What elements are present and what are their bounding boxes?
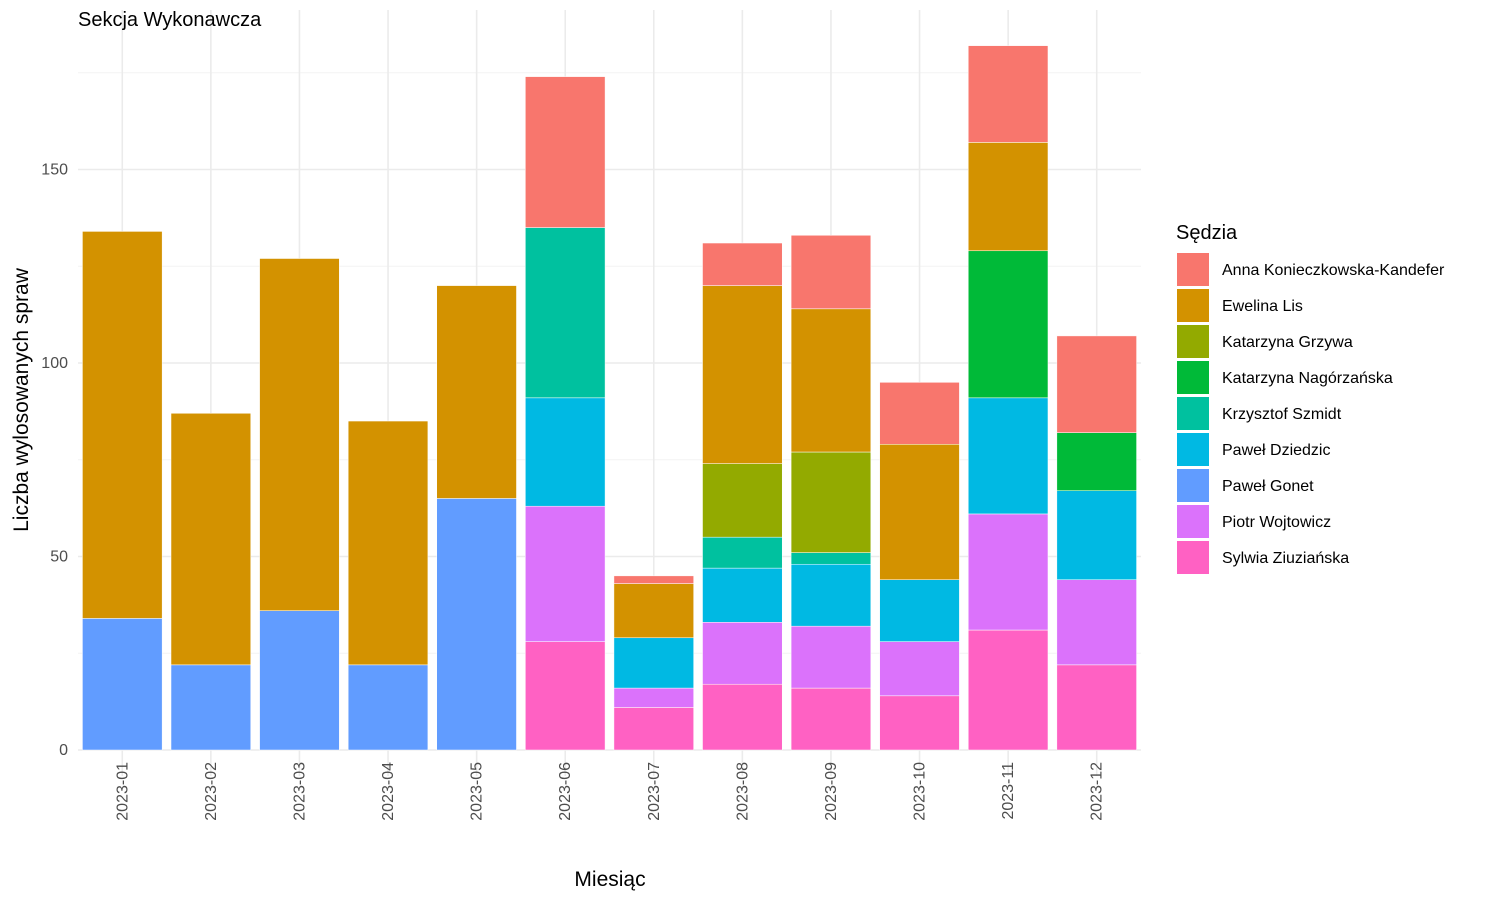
x-tick-label: 2023-01 [114,762,131,821]
legend-swatch [1177,361,1209,394]
bar-segment-2023-10-piotr-wojtowicz [879,641,960,697]
bar-segment-2023-07-paweł-dziedzic [613,637,694,689]
legend-swatch [1177,433,1209,466]
bar-segment-2023-11-ewelina-lis [968,142,1049,252]
bar-segment-2023-02-ewelina-lis [170,413,251,666]
bar-segment-2023-09-katarzyna-grzywa [790,451,872,553]
bar-segment-2023-04-ewelina-lis [347,420,429,666]
bar-segment-2023-09-ewelina-lis [790,308,872,453]
bar-segment-2023-08-katarzyna-grzywa [702,463,783,538]
y-axis-title: Liczba wylosowanych spraw [10,267,33,532]
legend-label: Sylwia Ziuziańska [1222,550,1349,567]
bar-segment-2023-09-anna-konieczkowska-kandefer [790,235,872,310]
chart-title: Sekcja Wykonawcza [78,9,262,31]
bar-segment-2023-12-piotr-wojtowicz [1056,579,1137,666]
legend-label: Katarzyna Grzywa [1222,334,1353,351]
bar-segment-2023-01-paweł-gonet [82,618,163,751]
bar-segment-2023-08-paweł-dziedzic [702,567,783,623]
bar-segment-2023-12-anna-konieczkowska-kandefer [1056,335,1137,433]
bar-segment-2023-09-piotr-wojtowicz [790,625,872,689]
x-tick-label: 2023-03 [291,762,308,821]
bar-segment-2023-12-katarzyna-nagórzańska [1056,432,1137,491]
legend-label: Paweł Dziedzic [1222,442,1330,459]
legend-label: Piotr Wojtowicz [1222,514,1331,531]
legend-label: Ewelina Lis [1222,298,1303,315]
x-tick-label: 2023-10 [912,762,929,821]
x-tick-label: 2023-04 [380,762,397,821]
x-axis-title: Miesiąc [574,868,645,891]
bar-segment-2023-04-paweł-gonet [347,664,429,751]
bar-segment-2023-10-sylwia-ziuziańska [879,695,960,751]
bar-segment-2023-10-anna-konieczkowska-kandefer [879,382,960,445]
legend-swatch [1177,397,1209,430]
bar-segment-2023-11-katarzyna-nagórzańska [968,250,1049,399]
x-tick-label: 2023-06 [557,762,574,821]
y-axis-ticks: 0 50 100 150 [41,162,68,760]
bar-segment-2023-09-sylwia-ziuziańska [790,687,872,751]
bar-segment-2023-06-paweł-dziedzic [525,397,606,507]
x-tick-label: 2023-07 [646,762,663,821]
bar-segment-2023-03-ewelina-lis [259,258,340,611]
legend-swatch [1177,289,1209,322]
bar-segment-2023-06-sylwia-ziuziańska [525,641,606,751]
x-tick-label: 2023-08 [734,762,751,821]
bar-segment-2023-08-ewelina-lis [702,285,783,464]
bar-segment-2023-09-paweł-dziedzic [790,563,872,627]
x-tick-label: 2023-09 [823,762,840,821]
bar-segment-2023-08-anna-konieczkowska-kandefer [702,242,783,286]
legend-swatch [1177,541,1209,574]
bar-segment-2023-07-sylwia-ziuziańska [613,707,694,751]
bar-segment-2023-08-piotr-wojtowicz [702,622,783,685]
bar-segment-2023-05-paweł-gonet [436,498,517,751]
x-tick-label: 2023-11 [1000,762,1017,820]
y-tick-label: 50 [50,549,68,566]
bar-segment-2023-12-paweł-dziedzic [1056,490,1137,580]
bar-segment-2023-03-paweł-gonet [259,610,340,751]
bar-segment-2023-07-ewelina-lis [613,583,694,639]
bar-segment-2023-08-sylwia-ziuziańska [702,683,783,751]
x-axis-ticks: 2023-01 2023-02 2023-03 2023-04 2023-05 2023-… [114,762,1105,821]
bar-segment-2023-08-krzysztof-szmidt [702,536,783,569]
bar-segment-2023-05-ewelina-lis [436,285,517,499]
bar-segment-2023-11-sylwia-ziuziańska [968,629,1049,751]
bars [82,45,1137,751]
y-tick-label: 0 [59,742,68,759]
y-tick-label: 150 [41,162,68,179]
legend-swatch [1177,325,1209,358]
bar-segment-2023-11-piotr-wojtowicz [968,513,1049,631]
legend: Sędzia Anna Konieczkowska-Kandefer Ewelin… [1176,222,1445,574]
bar-segment-2023-07-anna-konieczkowska-kandefer [613,575,694,584]
bar-segment-2023-07-piotr-wojtowicz [613,687,694,708]
bar-segment-2023-06-krzysztof-szmidt [525,227,606,399]
legend-label: Anna Konieczkowska-Kandefer [1222,262,1445,279]
y-tick-label: 100 [41,355,68,372]
bar-segment-2023-06-piotr-wojtowicz [525,505,606,642]
legend-title: Sędzia [1176,222,1238,244]
bar-segment-2023-10-paweł-dziedzic [879,579,960,642]
legend-label: Katarzyna Nagórzańska [1222,370,1393,387]
legend-swatch [1177,469,1209,502]
bar-segment-2023-10-ewelina-lis [879,444,960,580]
bar-segment-2023-11-anna-konieczkowska-kandefer [968,45,1049,143]
legend-swatch [1177,505,1209,538]
legend-swatch [1177,253,1209,286]
bar-segment-2023-11-paweł-dziedzic [968,397,1049,515]
x-tick-label: 2023-02 [203,762,220,821]
bar-segment-2023-06-anna-konieczkowska-kandefer [525,76,606,228]
bar-segment-2023-01-ewelina-lis [82,231,163,619]
x-tick-label: 2023-12 [1089,762,1106,821]
legend-label: Krzysztof Szmidt [1222,406,1342,423]
bar-segment-2023-12-sylwia-ziuziańska [1056,664,1137,751]
bar-segment-2023-02-paweł-gonet [170,664,251,751]
bar-segment-2023-09-krzysztof-szmidt [790,552,872,565]
x-tick-label: 2023-05 [469,762,486,821]
legend-label: Paweł Gonet [1222,478,1314,495]
